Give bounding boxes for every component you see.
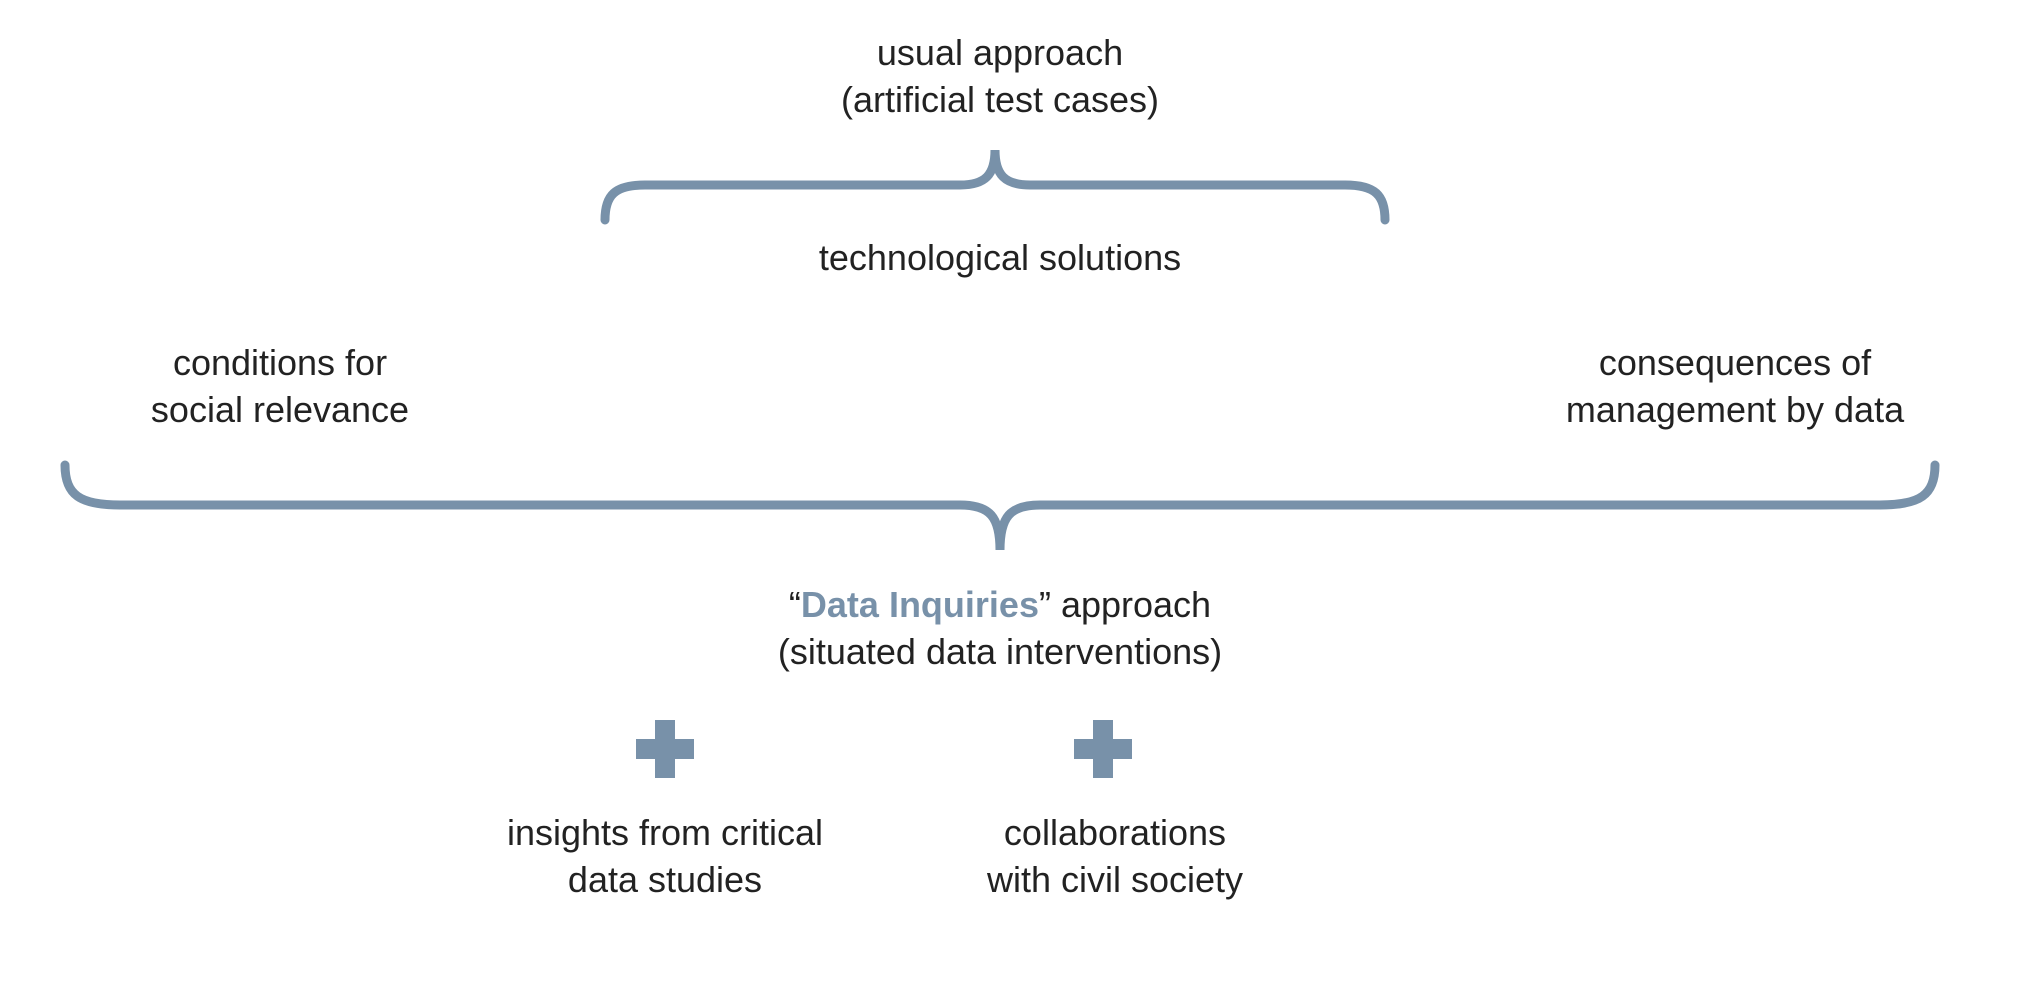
consequences-label: consequences of management by data bbox=[1525, 340, 1945, 434]
collaborations-line1: collaborations bbox=[895, 810, 1335, 857]
data-inquiries-prefix: “ bbox=[789, 584, 801, 625]
data-inquiries-line2: (situated data interventions) bbox=[650, 629, 1350, 676]
insights-line2: data studies bbox=[440, 857, 890, 904]
conditions-line1: conditions for bbox=[105, 340, 455, 387]
tech-solutions-text: technological solutions bbox=[819, 237, 1181, 278]
tech-solutions-label: technological solutions bbox=[750, 235, 1250, 282]
usual-approach-label: usual approach (artificial test cases) bbox=[750, 30, 1250, 124]
insights-line1: insights from critical bbox=[440, 810, 890, 857]
diagram-container: usual approach (artificial test cases) t… bbox=[0, 0, 2018, 992]
insights-label: insights from critical data studies bbox=[440, 810, 890, 904]
collaborations-label: collaborations with civil society bbox=[895, 810, 1335, 904]
data-inquiries-suffix: ” approach bbox=[1039, 584, 1211, 625]
conditions-line2: social relevance bbox=[105, 387, 455, 434]
data-inquiries-label: “Data Inquiries” approach (situated data… bbox=[650, 582, 1350, 676]
consequences-line2: management by data bbox=[1525, 387, 1945, 434]
data-inquiries-highlight: Data Inquiries bbox=[801, 584, 1039, 625]
bottom-brace bbox=[50, 455, 1950, 560]
usual-approach-line1: usual approach bbox=[750, 30, 1250, 77]
consequences-line1: consequences of bbox=[1525, 340, 1945, 387]
usual-approach-line2: (artificial test cases) bbox=[750, 77, 1250, 124]
data-inquiries-line1: “Data Inquiries” approach bbox=[650, 582, 1350, 629]
collaborations-line2: with civil society bbox=[895, 857, 1335, 904]
plus-left-icon bbox=[636, 720, 694, 778]
top-brace bbox=[590, 140, 1400, 225]
conditions-label: conditions for social relevance bbox=[105, 340, 455, 434]
plus-right-icon bbox=[1074, 720, 1132, 778]
